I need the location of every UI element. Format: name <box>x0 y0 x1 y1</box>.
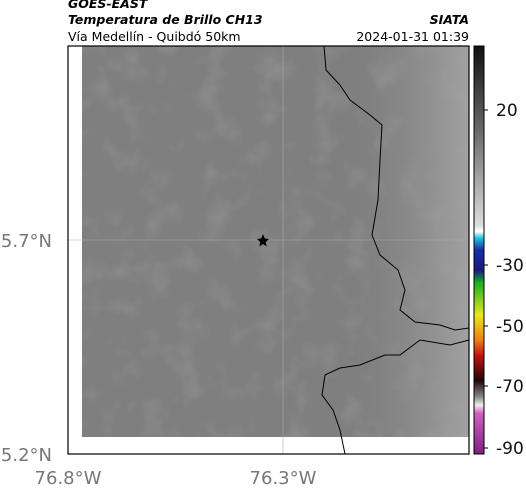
border <box>323 45 470 331</box>
colorbar-label: 20 <box>496 101 518 121</box>
colorbar-ticks <box>484 109 488 449</box>
colorbar-label: -70 <box>496 377 524 397</box>
raster <box>82 46 469 437</box>
source: SIATA <box>430 12 469 27</box>
colorbar-label: -30 <box>496 256 524 276</box>
border <box>321 339 470 455</box>
lon-label: 76.8°W <box>35 468 102 489</box>
colorbar-label: -90 <box>496 439 524 459</box>
title: Temperatura de Brillo CH13 <box>68 12 263 27</box>
subtitle: Vía Medellín - Quibdó 50km <box>68 29 241 44</box>
location-star <box>257 234 269 247</box>
map-frame <box>67 45 470 455</box>
colorbar-label: -50 <box>496 317 524 337</box>
lat-label: 5.2°N <box>1 445 52 466</box>
colorbar <box>473 45 485 455</box>
timestamp: 2024-01-31 01:39 <box>356 29 469 44</box>
lat-label: 5.7°N <box>1 231 52 252</box>
lon-label: 76.3°W <box>250 468 317 489</box>
satellite: GOES-EAST <box>68 0 149 11</box>
